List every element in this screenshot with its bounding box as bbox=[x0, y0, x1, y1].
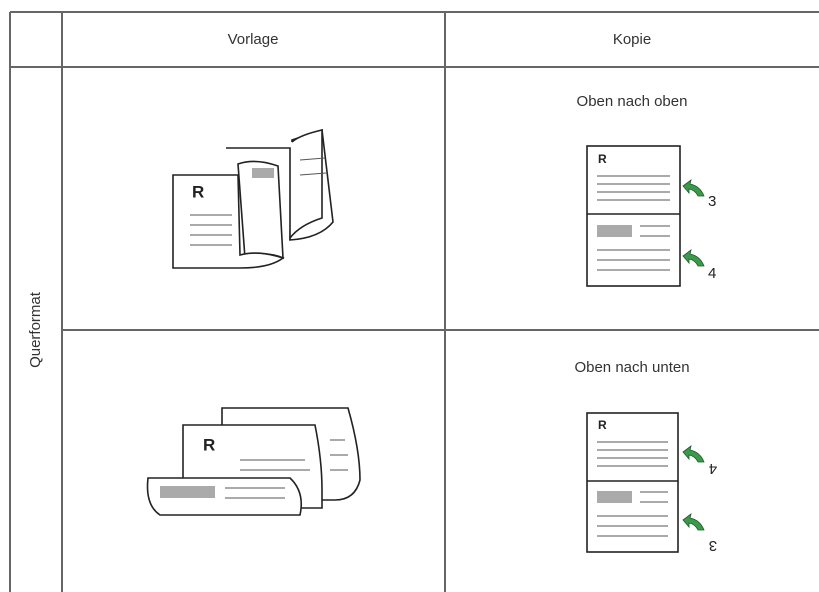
original-mark: R bbox=[203, 435, 215, 454]
page-number: 3 bbox=[709, 537, 717, 554]
copy-illustration: R 3 4 bbox=[586, 145, 716, 287]
copy-illustration: R 4 3 bbox=[586, 412, 717, 554]
original-mark: R bbox=[192, 182, 204, 201]
header-original: Vorlage bbox=[228, 31, 279, 48]
page-number: 4 bbox=[709, 460, 717, 477]
copy-caption: Oben nach unten bbox=[574, 359, 689, 376]
copy-caption: Oben nach oben bbox=[577, 93, 688, 110]
copy-mark: R bbox=[598, 152, 607, 166]
header-copy: Kopie bbox=[613, 31, 651, 48]
copy-mark: R bbox=[598, 418, 607, 432]
original-illustration: R bbox=[146, 407, 361, 516]
original-illustration: R bbox=[172, 128, 334, 269]
table-grid bbox=[9, 11, 819, 592]
page-number: 4 bbox=[708, 265, 716, 282]
row-label: Querformat bbox=[27, 291, 44, 368]
page-number: 3 bbox=[708, 193, 716, 210]
